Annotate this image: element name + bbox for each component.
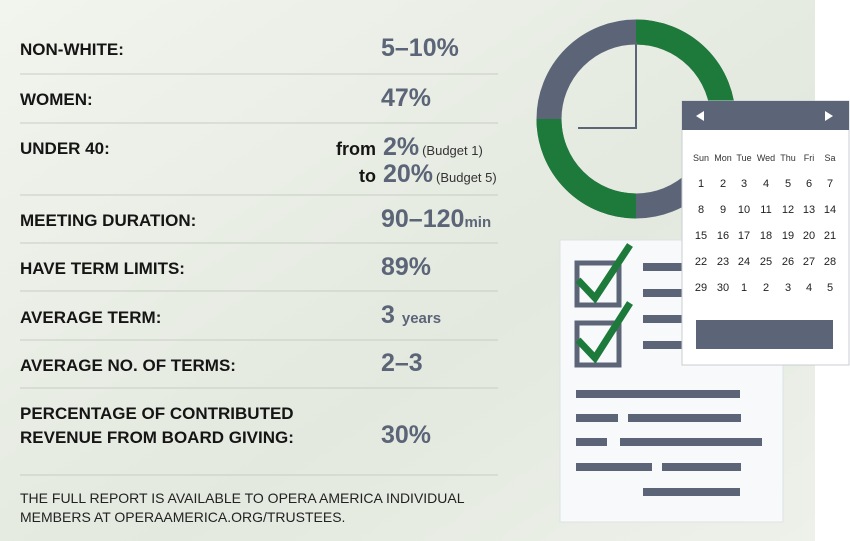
date: 3 <box>785 282 791 294</box>
value: 3 <box>381 301 395 329</box>
date: 30 <box>717 282 729 294</box>
date: 3 <box>741 178 747 190</box>
value: 90–120 <box>381 205 464 233</box>
label: UNDER 40: <box>20 139 110 158</box>
date: 26 <box>782 256 794 268</box>
prev-arrow[interactable] <box>696 111 704 121</box>
label: AVERAGE NO. OF TERMS: <box>20 356 236 375</box>
date: 1 <box>698 178 704 190</box>
date: 29 <box>695 282 707 294</box>
label: REVENUE FROM BOARD GIVING: <box>20 428 294 447</box>
date: 12 <box>782 204 794 216</box>
date: 4 <box>763 178 769 190</box>
date: 13 <box>803 204 815 216</box>
calendar-header <box>682 101 849 130</box>
value: 2–3 <box>381 349 423 377</box>
note: (Budget 5) <box>436 170 497 185</box>
label: AVERAGE TERM: <box>20 308 161 327</box>
date: 5 <box>785 178 791 190</box>
weekday: Mon <box>714 153 732 163</box>
date: 23 <box>717 256 729 268</box>
weekday: Tue <box>736 153 751 163</box>
date: 15 <box>695 230 707 242</box>
date: 11 <box>760 204 771 216</box>
stats-table: NON-WHITE: 5–10% WOMEN: 47% UNDER 40: fr… <box>20 34 498 525</box>
date: 20 <box>803 230 815 242</box>
date: 21 <box>824 230 836 242</box>
date: 16 <box>717 230 729 242</box>
value: 20% <box>383 160 433 188</box>
date: 19 <box>782 230 794 242</box>
date: 28 <box>824 256 836 268</box>
date: 1 <box>741 282 747 294</box>
value: to 20% (Budget 5) <box>359 160 497 188</box>
date: 2 <box>720 178 726 190</box>
weekday: Sun <box>693 153 709 163</box>
label: MEETING DURATION: <box>20 211 196 230</box>
date: 2 <box>763 282 769 294</box>
date: 8 <box>698 204 704 216</box>
date: 10 <box>738 204 750 216</box>
date: 27 <box>803 256 815 268</box>
date: 14 <box>824 204 836 216</box>
weekday: Wed <box>757 153 775 163</box>
value: 5–10% <box>381 34 459 62</box>
label: WOMEN: <box>20 90 93 109</box>
note: (Budget 1) <box>422 143 483 158</box>
footer: MEMBERS AT OPERAAMERICA.ORG/TRUSTEES. <box>20 509 345 525</box>
label: PERCENTAGE OF CONTRIBUTED <box>20 404 294 423</box>
value: 30% <box>381 421 431 449</box>
weekday: Sa <box>824 153 835 163</box>
value: 90–120min <box>381 205 491 233</box>
date: 18 <box>760 230 772 242</box>
checkmark <box>575 243 633 304</box>
calendar: Sun Mon Tue Wed Thu Fri Sa1 2 3 4 5 6 78 9 10 11 12 13 141… <box>681 100 850 366</box>
value: from 2% (Budget 1) <box>336 133 483 161</box>
date: 24 <box>738 256 750 268</box>
date: 4 <box>806 282 812 294</box>
date: 17 <box>738 230 750 242</box>
clock-segment <box>536 118 637 219</box>
weekday: Fri <box>804 153 815 163</box>
footer: THE FULL REPORT IS AVAILABLE TO OPERA AM… <box>20 490 465 506</box>
value: 47% <box>381 84 431 112</box>
value: 3 years <box>381 301 441 329</box>
checkmark <box>575 301 633 364</box>
value: 89% <box>381 253 431 281</box>
calendar-button[interactable] <box>696 320 833 349</box>
date: 9 <box>720 204 726 216</box>
date: 22 <box>695 256 707 268</box>
unit: years <box>402 310 441 327</box>
label: NON-WHITE: <box>20 40 124 59</box>
next-arrow[interactable] <box>825 111 833 121</box>
text-lines <box>576 263 762 496</box>
clock-hands <box>578 42 637 129</box>
date: 6 <box>806 178 812 190</box>
unit: min <box>464 214 491 231</box>
weekday: Thu <box>780 153 796 163</box>
word: from <box>336 139 376 159</box>
date: 25 <box>760 256 772 268</box>
value: 2% <box>383 133 419 161</box>
date: 7 <box>827 178 833 190</box>
word: to <box>359 166 376 186</box>
label: HAVE TERM LIMITS: <box>20 259 185 278</box>
date: 5 <box>827 282 833 294</box>
